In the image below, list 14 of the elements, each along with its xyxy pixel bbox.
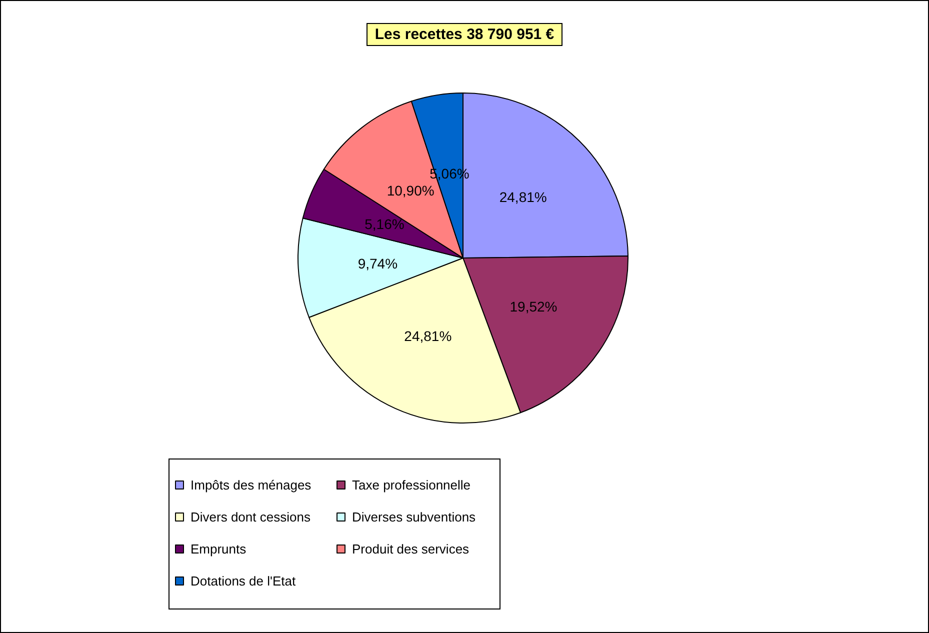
data-label: 5,16% [364,216,404,232]
data-label: 10,90% [386,182,434,198]
legend-label: Dotations de l'Etat [190,574,296,588]
data-label: 9,74% [358,255,398,272]
legend-label: Impôts des ménages [190,478,312,492]
legend-label: Emprunts [190,542,247,556]
chart-title: Les recettes 38 790 951 € [374,26,555,43]
legend-label: Diverses subventions [352,510,476,524]
legend-label: Taxe professionnelle [352,478,471,492]
legend-label: Divers dont cessions [190,510,311,524]
legend-label: Produit des services [352,542,470,556]
data-label: 24,81% [499,189,547,206]
data-label: 19,52% [510,298,558,314]
data-label: 24,81% [404,328,452,344]
